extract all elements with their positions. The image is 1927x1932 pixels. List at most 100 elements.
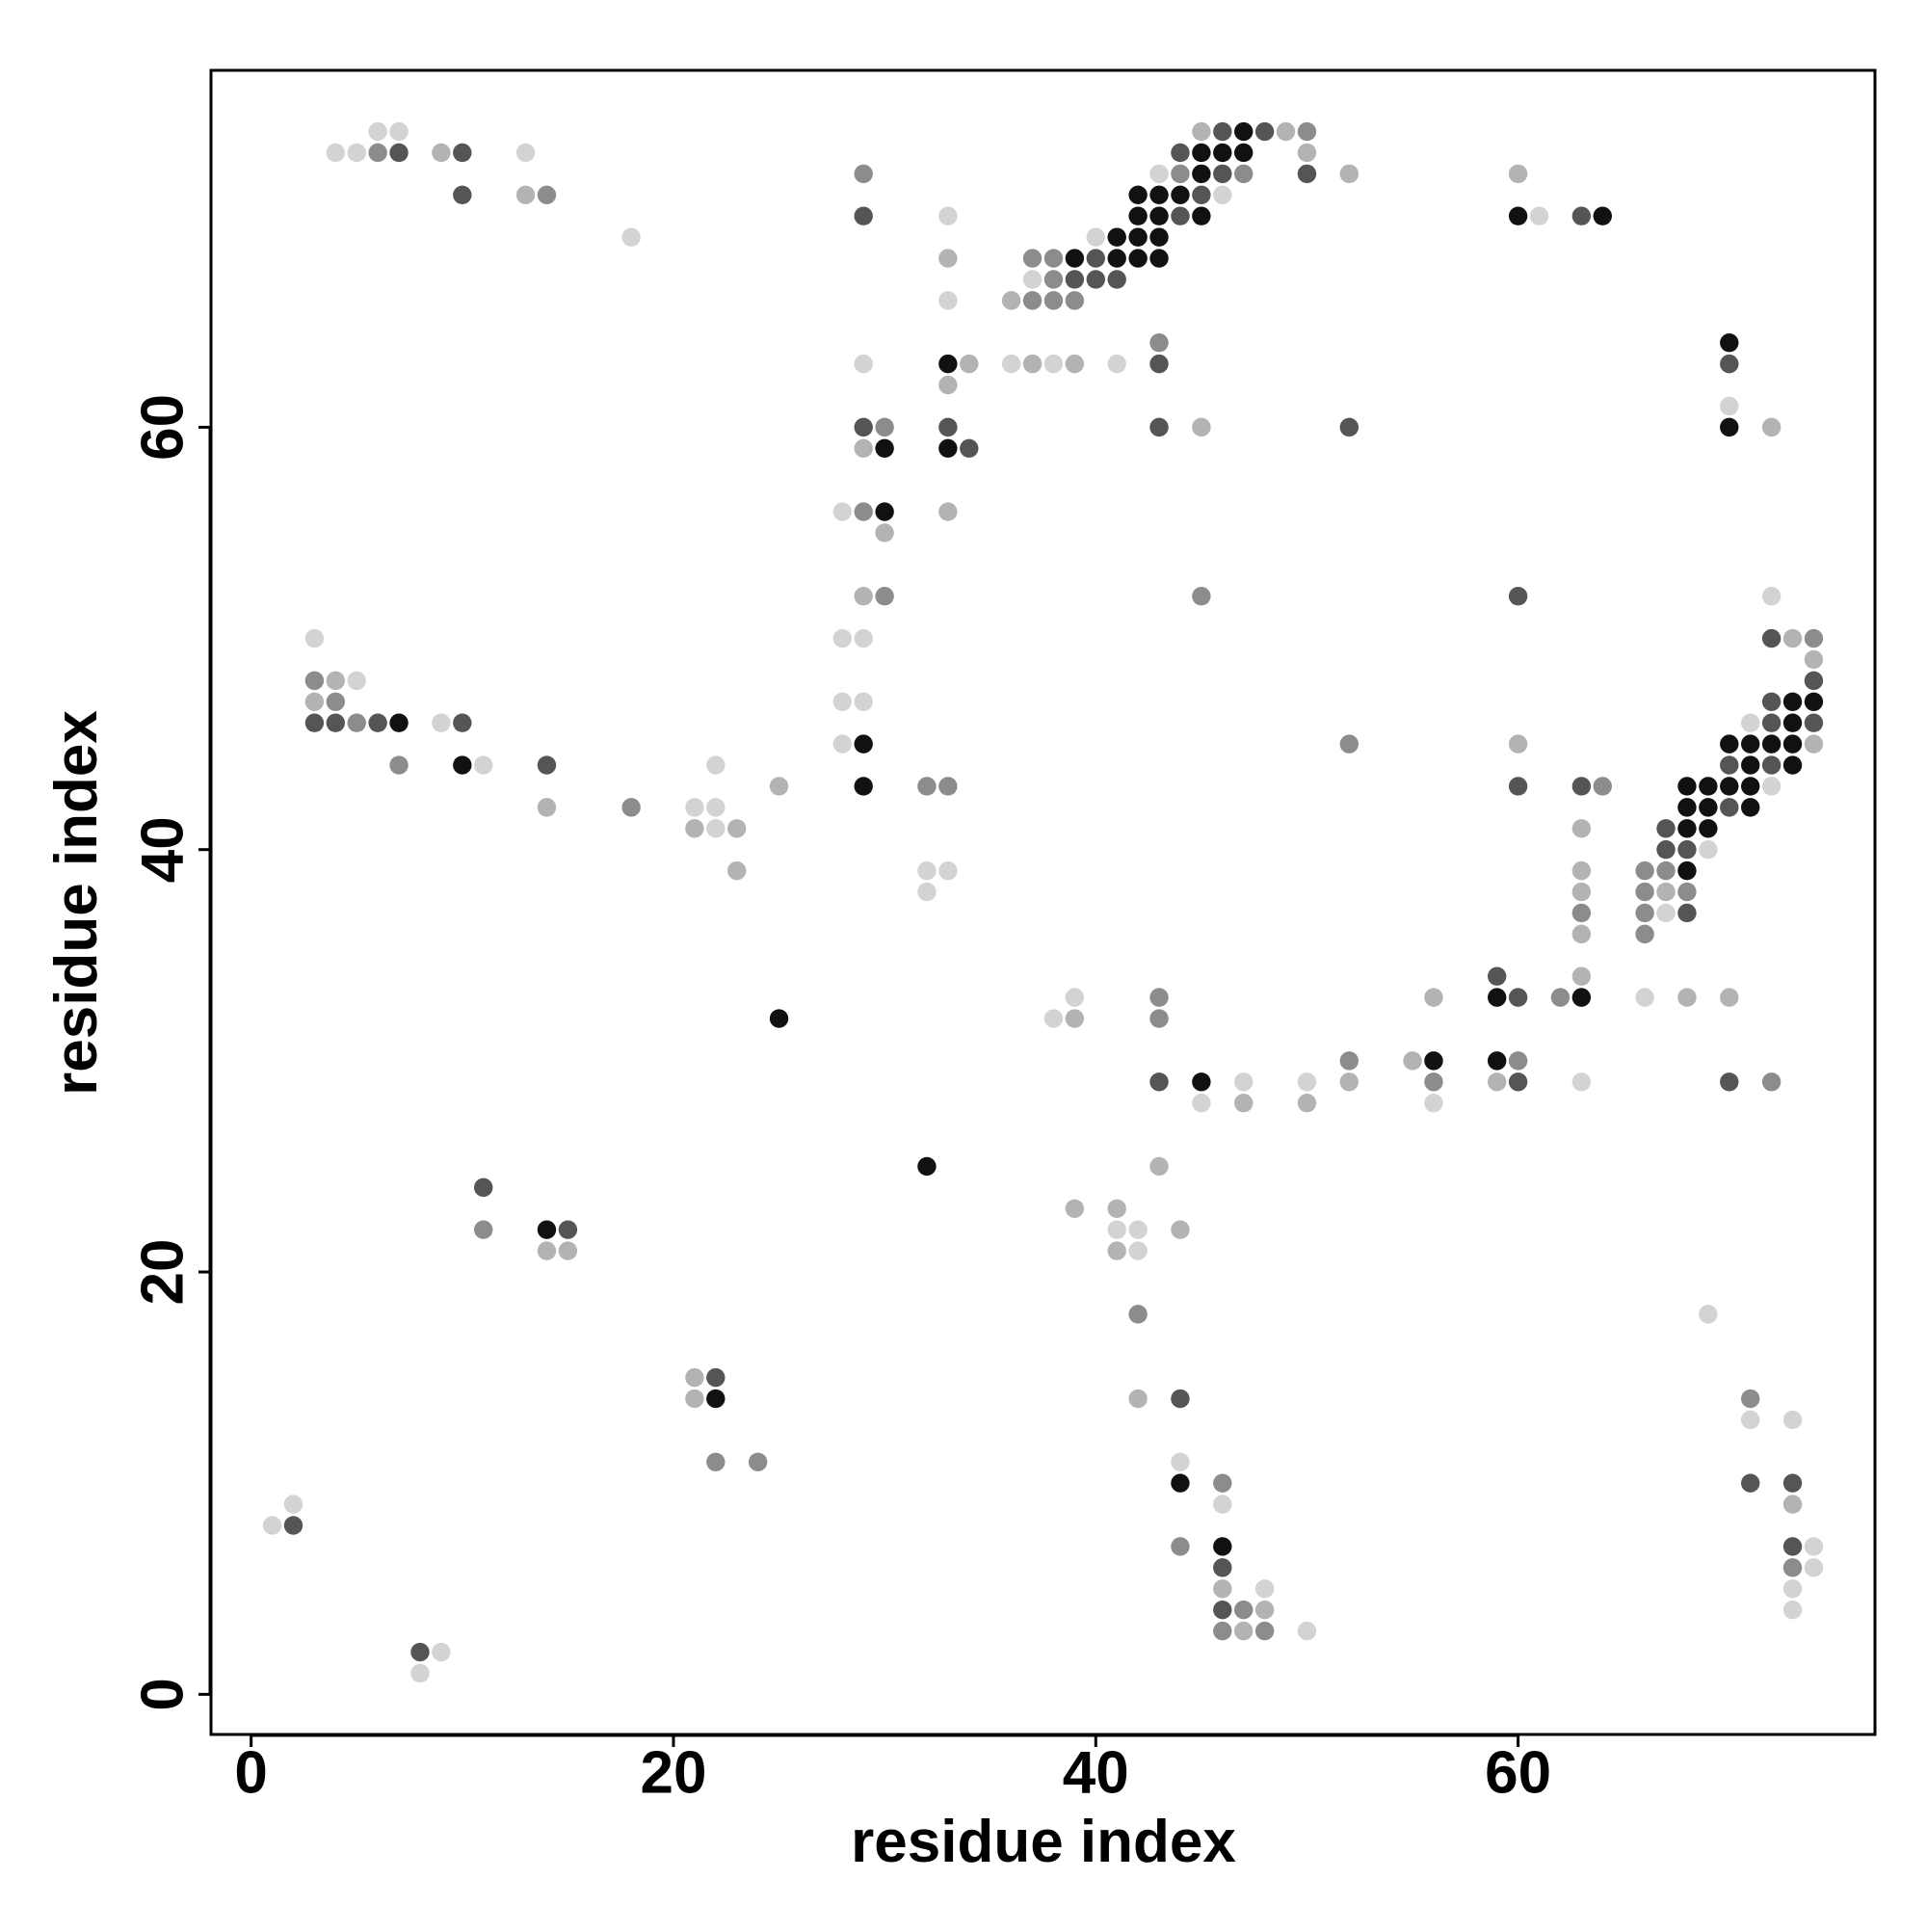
contact-point <box>347 143 366 163</box>
contact-point <box>368 121 387 142</box>
contact-point <box>685 819 704 838</box>
contact-point <box>1149 164 1169 184</box>
contact-point <box>1192 185 1211 205</box>
contact-point <box>1699 819 1718 838</box>
contact-point <box>1740 755 1760 775</box>
contact-point <box>1656 860 1676 881</box>
contact-point <box>938 417 958 437</box>
contact-point <box>1804 628 1824 648</box>
contact-point <box>1234 1600 1254 1620</box>
contact-point <box>1065 988 1085 1007</box>
contact-point <box>1149 249 1169 268</box>
contact-point <box>748 1452 768 1471</box>
contact-point <box>1677 819 1697 838</box>
contact-point <box>917 1156 937 1177</box>
contact-point <box>1192 587 1211 606</box>
contact-point <box>1149 1072 1169 1092</box>
contact-point <box>1487 1072 1507 1092</box>
contact-point <box>1804 692 1824 711</box>
contact-point <box>347 713 366 732</box>
contact-point <box>1508 587 1528 606</box>
y-axis-label: residue index <box>43 710 110 1096</box>
contact-point <box>1171 1389 1190 1409</box>
contact-point <box>1571 988 1592 1007</box>
contact-point <box>537 755 557 775</box>
contact-point <box>283 1516 304 1535</box>
contact-point <box>1782 713 1803 732</box>
contact-point <box>537 1220 557 1239</box>
contact-point <box>537 798 557 817</box>
contact-point <box>432 143 451 163</box>
contact-point <box>938 354 958 374</box>
contact-point <box>1720 354 1739 374</box>
contact-point <box>854 777 873 796</box>
contact-point <box>515 185 536 205</box>
contact-point <box>1107 1199 1126 1218</box>
contact-point <box>938 375 958 395</box>
contact-point <box>1276 121 1296 142</box>
contact-point <box>1001 354 1021 374</box>
contact-point <box>1508 164 1528 184</box>
contact-point <box>432 713 451 732</box>
contact-point <box>1804 649 1824 670</box>
contact-point <box>1107 1220 1126 1239</box>
contact-point <box>1761 734 1782 754</box>
contact-point <box>1086 249 1105 268</box>
contact-point <box>1761 1072 1782 1092</box>
contact-point <box>1234 1072 1254 1092</box>
contact-point <box>685 798 704 817</box>
contact-point <box>1571 819 1592 838</box>
contact-point <box>1339 417 1359 437</box>
contact-point <box>1656 903 1676 923</box>
contact-point <box>1720 396 1739 416</box>
contact-point <box>1234 121 1254 142</box>
contact-point <box>1571 1072 1592 1092</box>
contact-point <box>1213 185 1232 205</box>
contact-point <box>1128 1241 1148 1260</box>
contact-point <box>1761 587 1782 606</box>
contact-point <box>1635 882 1654 902</box>
contact-point <box>1782 1537 1803 1556</box>
contact-point <box>1149 185 1169 205</box>
contact-point <box>1128 1389 1148 1409</box>
contact-point <box>474 1178 493 1198</box>
contact-point <box>1761 777 1782 796</box>
contact-point <box>1677 777 1697 796</box>
contact-point <box>1782 1558 1803 1577</box>
contact-point <box>1804 671 1824 691</box>
contact-point <box>1635 903 1654 923</box>
x-tick-label: 20 <box>640 1739 706 1806</box>
contact-point <box>1571 903 1592 923</box>
contact-point <box>1107 1241 1126 1260</box>
contact-point <box>304 692 325 711</box>
contact-point <box>1192 417 1211 437</box>
contact-point <box>1001 291 1021 310</box>
x-axis-label: residue index <box>851 1809 1236 1875</box>
contact-point <box>1508 777 1528 796</box>
contact-point <box>1720 755 1739 775</box>
y-tick-label: 40 <box>129 816 196 883</box>
contact-point <box>854 417 873 437</box>
contact-point <box>1804 1558 1824 1577</box>
contact-point <box>1635 860 1654 881</box>
contact-point <box>875 417 894 437</box>
contact-point <box>1254 1621 1275 1641</box>
contact-point <box>1213 1579 1232 1599</box>
contact-point <box>1571 777 1592 796</box>
contact-point <box>1043 354 1064 374</box>
contact-point <box>1782 734 1803 754</box>
contact-point <box>938 206 958 225</box>
contact-point <box>1508 988 1528 1007</box>
contact-point <box>1213 1558 1232 1577</box>
contact-point <box>1043 270 1064 289</box>
contact-point <box>1149 417 1169 437</box>
contact-point <box>1171 185 1190 205</box>
x-tick-label: 40 <box>1063 1739 1129 1806</box>
contact-point <box>558 1241 578 1260</box>
contact-point <box>1065 354 1085 374</box>
contact-point <box>515 143 536 163</box>
contact-point <box>854 438 873 459</box>
contact-point <box>453 185 472 205</box>
y-tick-label: 0 <box>129 1678 196 1710</box>
